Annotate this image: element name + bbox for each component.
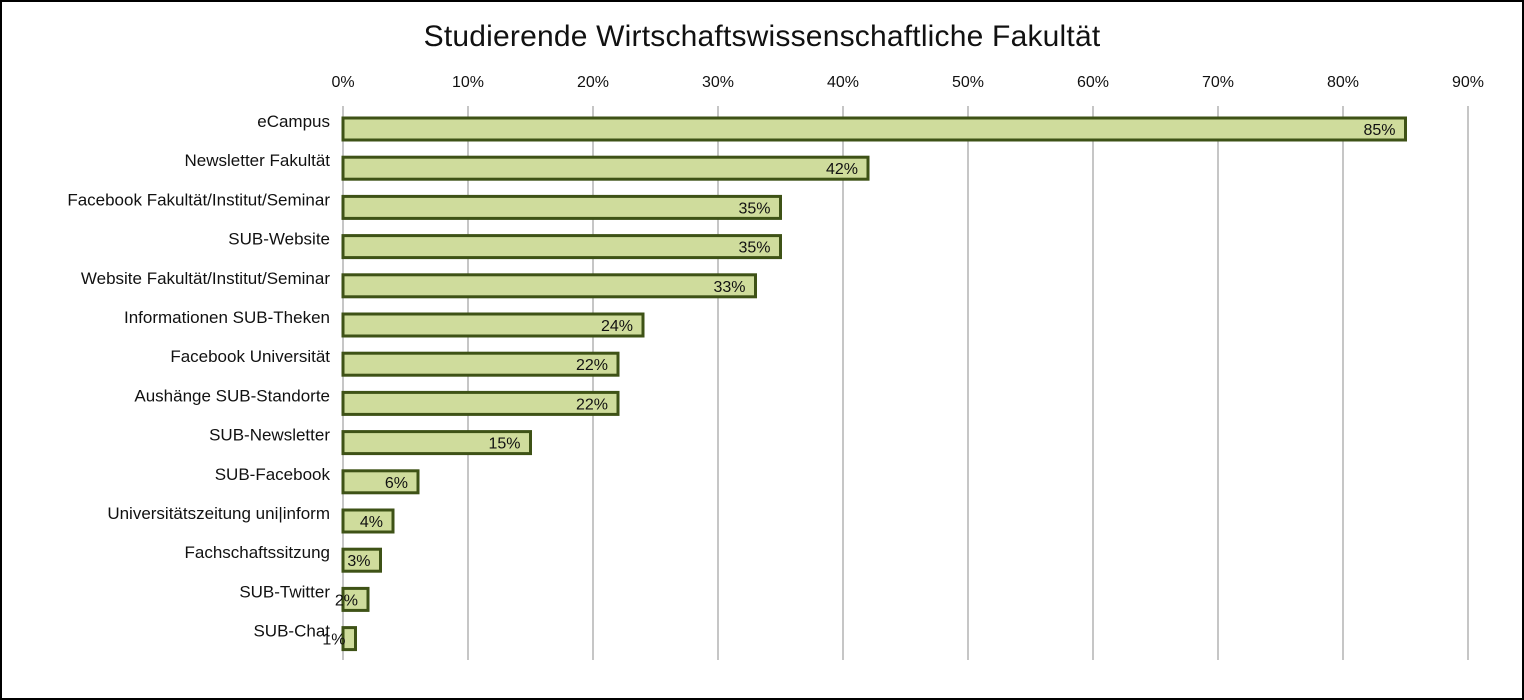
bar [341,586,370,612]
x-tick-label: 80% [1327,74,1359,91]
bar [341,390,620,416]
x-tick-label: 50% [952,74,984,91]
x-tick-label: 90% [1452,74,1484,91]
data-label: 3% [347,553,370,570]
data-label: 1% [322,632,345,649]
x-tick-label: 20% [577,74,609,91]
bar [341,430,532,456]
x-tick-label: 30% [702,74,734,91]
data-label: 42% [826,161,858,178]
data-label: 85% [1363,122,1395,139]
bar [341,626,357,652]
category-label: Aushänge SUB-Standorte [134,386,330,405]
category-label: Facebook Fakultät/Institut/Seminar [67,190,330,209]
x-tick-label: 70% [1202,74,1234,91]
bar [341,234,782,260]
category-label: Newsletter Fakultät [185,151,331,170]
data-label: 35% [738,200,770,217]
bar [341,508,395,534]
bar [341,469,420,495]
category-label: Website Fakultät/Institut/Seminar [81,269,330,288]
category-label: SUB-Newsletter [209,426,330,445]
data-label: 6% [385,475,408,492]
category-label: SUB-Website [228,230,330,249]
data-label: 4% [360,514,383,531]
bar [341,116,1407,142]
bar [341,273,757,299]
bar [341,547,382,573]
data-label: 2% [335,592,358,609]
category-label: Fachschaftssitzung [184,543,330,562]
x-tick-label: 40% [827,74,859,91]
category-label: SUB-Facebook [215,465,331,484]
bar [341,194,782,220]
category-label: Facebook Universität [170,347,330,366]
bar [341,351,620,377]
data-label: 15% [488,436,520,453]
bar [341,312,645,338]
chart-title: Studierende Wirtschaftswissenschaftliche… [423,20,1101,53]
data-label: 33% [713,279,745,296]
data-label: 24% [601,318,633,335]
category-label: Universitätszeitung uni|inform [107,504,330,523]
data-label: 35% [738,240,770,257]
category-label: eCampus [257,112,330,131]
bar [341,155,870,181]
category-label: SUB-Twitter [239,582,330,601]
category-label: Informationen SUB-Theken [124,308,330,327]
data-label: 22% [576,396,608,413]
x-tick-label: 60% [1077,74,1109,91]
category-label: SUB-Chat [253,622,330,641]
x-tick-label: 10% [452,74,484,91]
x-tick-label: 0% [331,74,354,91]
data-label: 22% [576,357,608,374]
